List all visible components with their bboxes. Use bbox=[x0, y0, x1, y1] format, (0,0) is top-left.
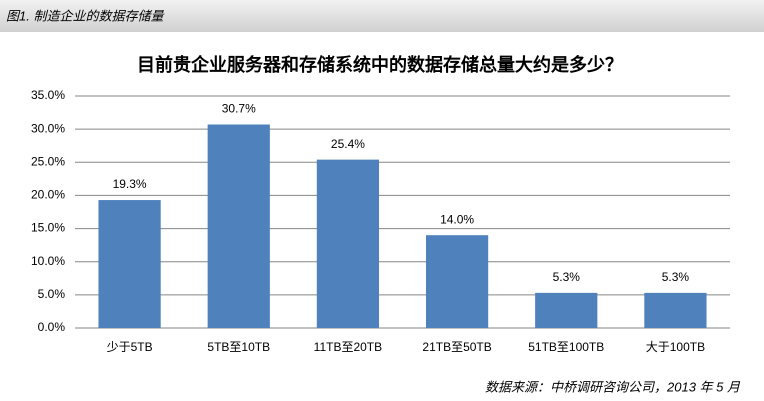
value-label: 5.3% bbox=[662, 270, 690, 284]
y-tick-label: 25.0% bbox=[31, 154, 65, 168]
value-label: 14.0% bbox=[440, 212, 474, 226]
y-tick-label: 10.0% bbox=[31, 254, 65, 268]
bar bbox=[98, 200, 161, 328]
bar bbox=[535, 292, 598, 328]
y-tick-label: 5.0% bbox=[38, 287, 66, 301]
value-label: 25.4% bbox=[331, 137, 365, 151]
x-tick-label: 少于5TB bbox=[107, 340, 153, 354]
y-tick-label: 20.0% bbox=[31, 188, 65, 202]
caption: 图1. 制造企业的数据存储量 bbox=[6, 8, 165, 23]
value-label: 19.3% bbox=[113, 177, 147, 191]
x-tick-label: 大于100TB bbox=[646, 340, 705, 354]
y-tick-label: 15.0% bbox=[31, 221, 65, 235]
value-label: 5.3% bbox=[553, 270, 581, 284]
bar bbox=[207, 124, 270, 328]
bar bbox=[425, 235, 489, 328]
chart-title: 目前贵企业服务器和存储系统中的数据存储总量大约是多少？ bbox=[137, 54, 623, 75]
y-tick-label: 0.0% bbox=[38, 320, 66, 334]
source: 数据来源：中桥调研咨询公司，2013 年 5 月 bbox=[485, 379, 741, 394]
value-label: 30.7% bbox=[222, 102, 256, 116]
x-tick-label: 5TB至10TB bbox=[207, 340, 270, 354]
bar bbox=[316, 159, 380, 328]
x-tick-label: 11TB至20TB bbox=[314, 340, 382, 354]
bar bbox=[644, 292, 707, 328]
y-tick-label: 30.0% bbox=[31, 121, 65, 135]
x-tick-label: 21TB至50TB bbox=[422, 340, 491, 354]
x-tick-label: 51TB至100TB bbox=[528, 340, 604, 354]
caption-bar bbox=[0, 0, 764, 32]
y-tick-label: 35.0% bbox=[31, 88, 65, 102]
